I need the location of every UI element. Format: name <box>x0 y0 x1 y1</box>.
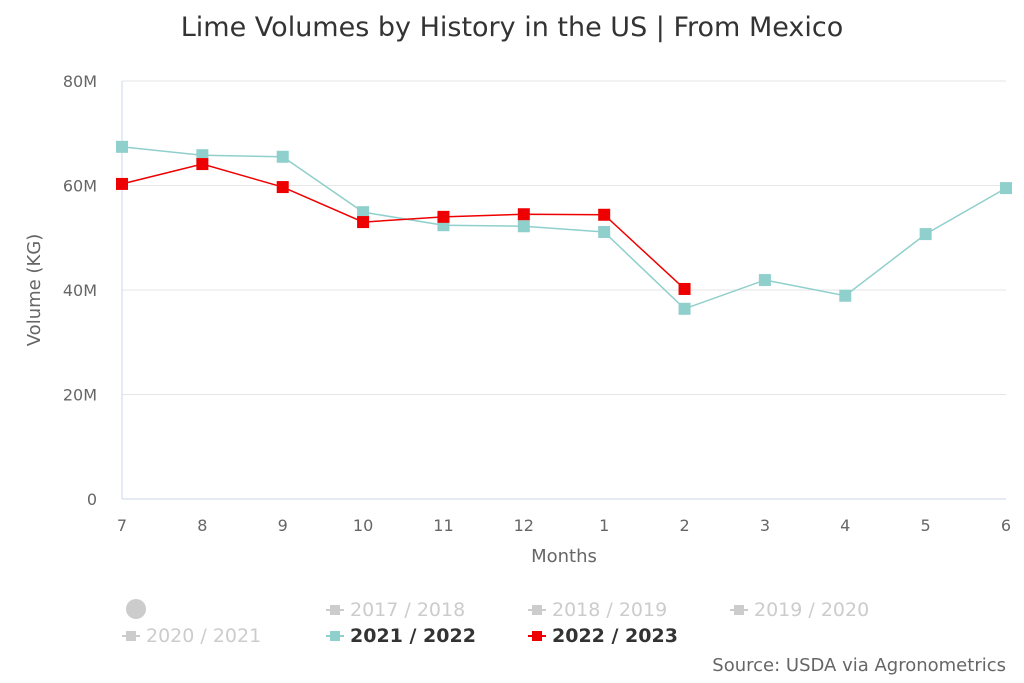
series-line <box>121 146 1007 310</box>
legend-marker-icon <box>326 629 344 643</box>
legend-item-2020-2021[interactable]: 2020 / 2021 <box>122 625 261 647</box>
y-tick-label: 0 <box>87 490 97 509</box>
legend-marker-icon <box>528 603 546 617</box>
x-tick-label: 2 <box>679 516 689 535</box>
data-point <box>839 289 852 302</box>
x-tick-label: 3 <box>760 516 770 535</box>
data-point <box>678 302 691 315</box>
x-tick-label: 11 <box>433 516 453 535</box>
data-point <box>517 208 530 221</box>
legend-marker-icon <box>122 629 140 643</box>
y-tick-label: 80M <box>63 72 97 91</box>
data-point <box>276 150 289 163</box>
x-tick-label: 7 <box>117 516 127 535</box>
data-point <box>758 274 771 287</box>
x-tick-label: 12 <box>514 516 534 535</box>
legend-marker-icon <box>730 603 748 617</box>
data-point <box>919 228 932 241</box>
y-tick-label: 40M <box>63 281 97 300</box>
y-tick-label: 20M <box>63 386 97 405</box>
legend-marker-icon <box>528 629 546 643</box>
data-point <box>276 181 289 194</box>
data-point <box>517 220 530 233</box>
data-point <box>116 140 128 153</box>
data-point <box>598 208 611 221</box>
x-tick-label: 8 <box>197 516 207 535</box>
x-axis-title: Months <box>531 546 597 567</box>
data-point <box>196 158 209 171</box>
legend-item-2021-2022[interactable]: 2021 / 2022 <box>326 625 476 647</box>
legend-item-2017-2018[interactable]: 2017 / 2018 <box>326 599 465 621</box>
data-point <box>357 206 370 219</box>
x-tick-label: 10 <box>353 516 373 535</box>
y-tick-label: 60M <box>63 177 97 196</box>
data-point <box>1000 182 1012 195</box>
y-axis-title: Volume (KG) <box>24 234 45 346</box>
data-point <box>678 282 691 295</box>
legend-item-2019-2020[interactable]: 2019 / 2020 <box>730 599 869 621</box>
chart-title: Lime Volumes by History in the US | From… <box>180 12 844 43</box>
x-tick-label: 9 <box>278 516 288 535</box>
x-tick-label: 1 <box>599 516 609 535</box>
series-line <box>121 163 686 290</box>
x-tick-label: 6 <box>1001 516 1011 535</box>
legend-bubble-icon[interactable] <box>126 599 146 619</box>
x-tick-label: 5 <box>921 516 931 535</box>
data-point <box>598 226 611 239</box>
data-point <box>357 216 370 229</box>
legend-marker-icon <box>326 603 344 617</box>
legend-item-2018-2019[interactable]: 2018 / 2019 <box>528 599 667 621</box>
legend-item-2022-2023[interactable]: 2022 / 2023 <box>528 625 678 647</box>
source-credit: Source: USDA via Agronometrics <box>712 655 1006 676</box>
data-point <box>116 177 128 190</box>
x-tick-label: 4 <box>840 516 850 535</box>
data-point <box>437 210 450 223</box>
